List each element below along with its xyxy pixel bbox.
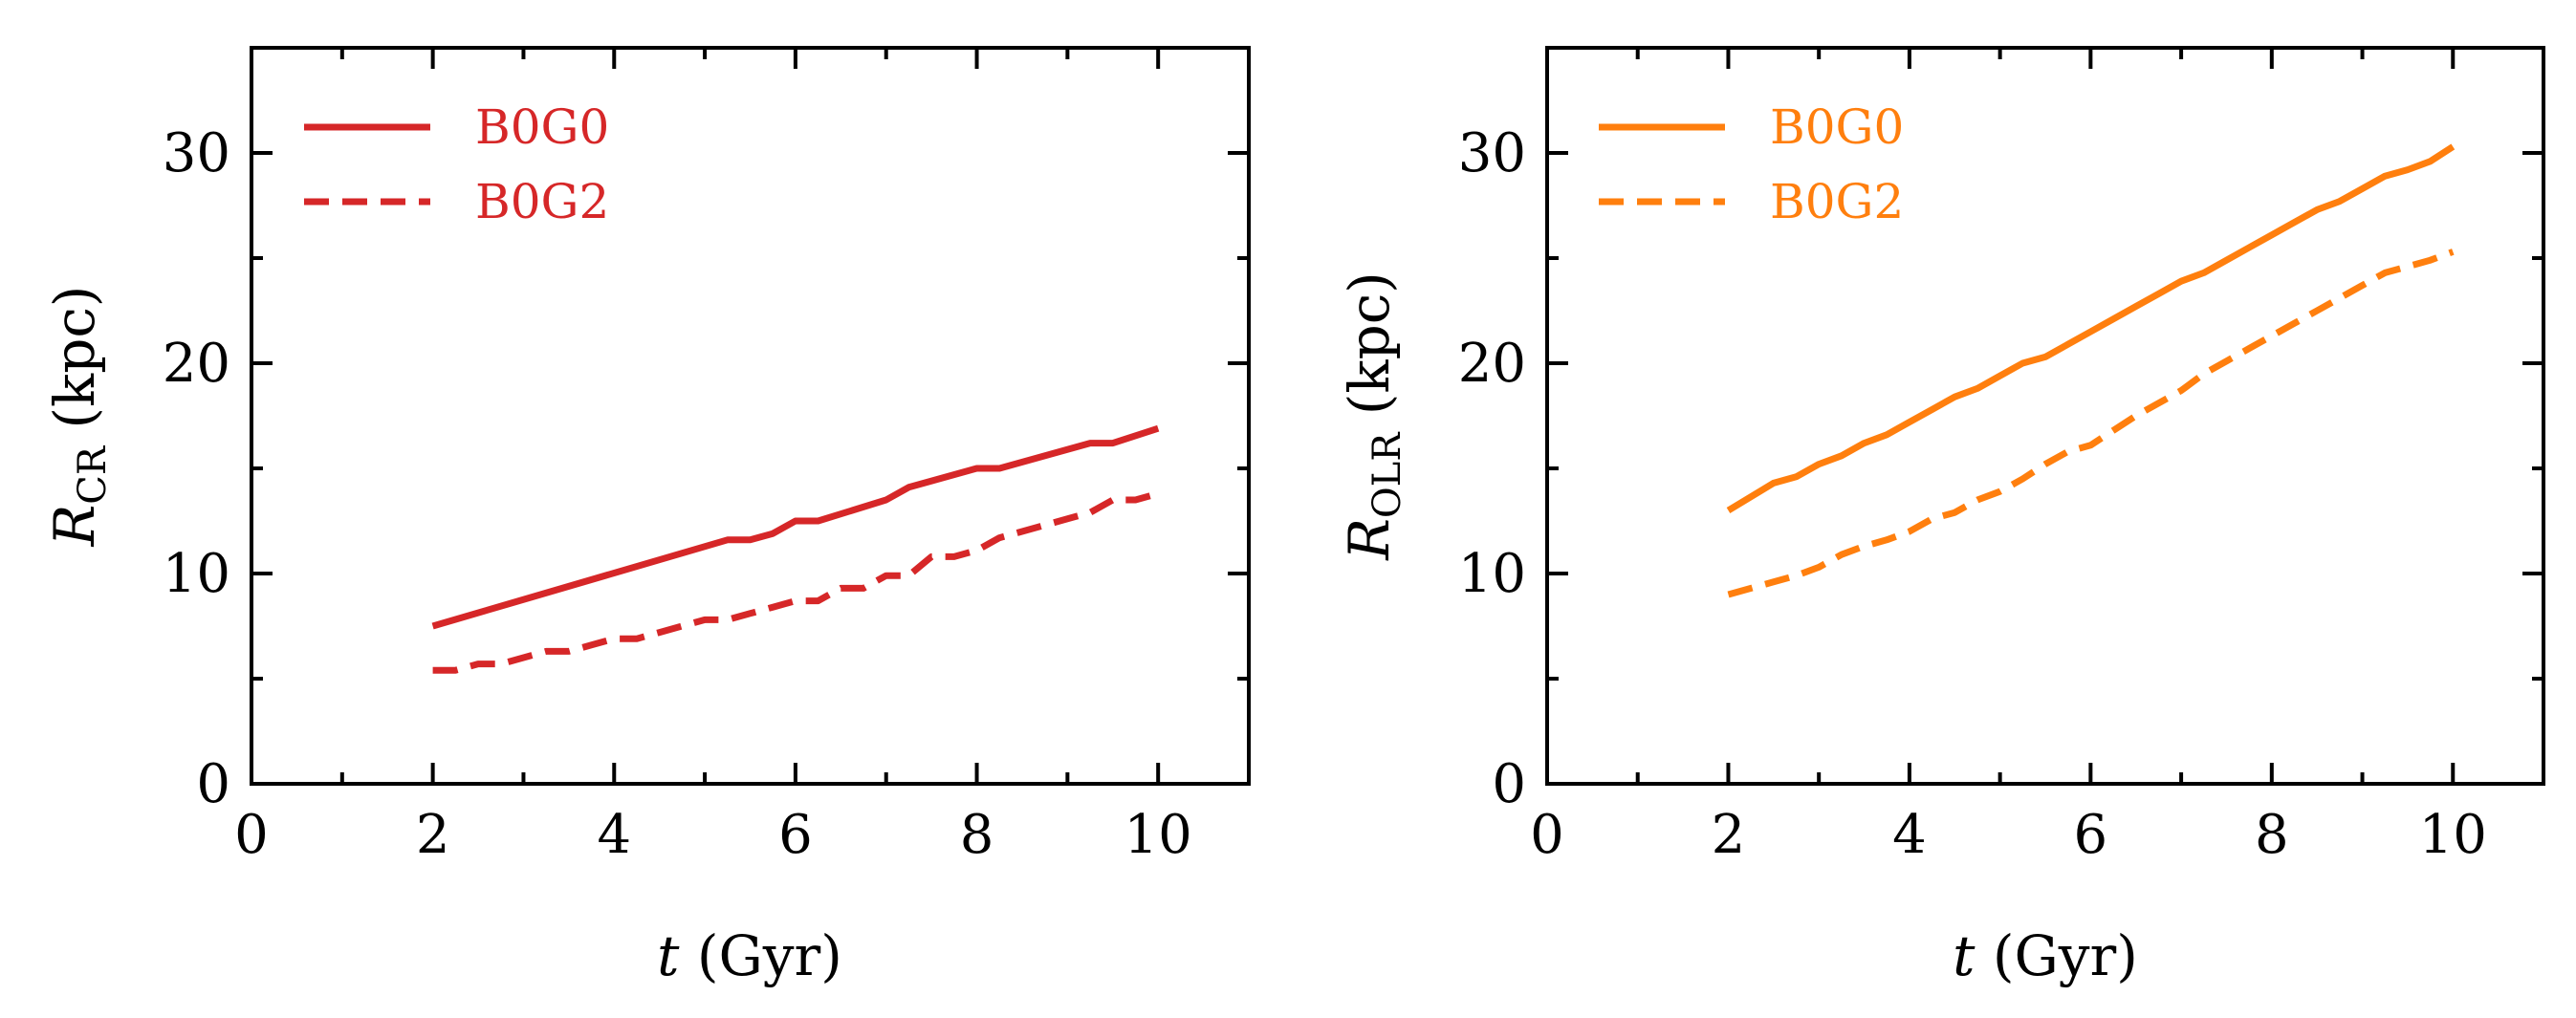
- left-series: [431, 424, 1160, 674]
- left-series-b0g0: [431, 424, 1160, 630]
- left-x-tick-label-2: 2: [416, 804, 450, 866]
- right-y-axis-label-unit: (kpc): [1337, 271, 1402, 432]
- left-series-b0g2: [432, 490, 1160, 674]
- left-y-tick-label-10: 10: [163, 543, 230, 605]
- panel-left: 0 2 4 6 8 10 0 10 20 30 B0G0 B0G2 t (Gyr) RCR (kp…: [42, 46, 1251, 988]
- left-legend: B0G0 B0G2: [304, 99, 609, 229]
- right-tick-labels: 0 2 4 6 8 10 0 10 20 30: [1458, 122, 2487, 866]
- left-y-tick-label-30: 30: [163, 122, 230, 184]
- right-y-tick-label-10: 10: [1458, 543, 1526, 605]
- left-x-axis-label: t (Gyr): [657, 923, 842, 988]
- right-x-tick-label-10: 10: [2419, 804, 2487, 866]
- right-y-axis-label-sub: OLR: [1365, 431, 1409, 518]
- right-legend-label-b0g0: B0G0: [1770, 99, 1904, 155]
- right-series-b0g0: [1726, 143, 2456, 513]
- right-x-tick-label-8: 8: [2255, 804, 2289, 866]
- left-y-axis-label-var: R: [42, 505, 107, 548]
- left-tick-labels: 0 2 4 6 8 10 0 10 20 30: [163, 122, 1192, 866]
- right-ticks: [1545, 46, 2545, 786]
- left-y-axis-label: RCR (kpc): [42, 286, 115, 548]
- left-legend-label-b0g2: B0G2: [475, 174, 609, 229]
- right-series-b0g2: [1727, 249, 2455, 598]
- right-x-tick-label-4: 4: [1892, 804, 1927, 866]
- right-x-tick-label-0: 0: [1530, 804, 1564, 866]
- left-y-axis-label-sub: CR: [71, 444, 115, 505]
- left-x-tick-label-8: 8: [960, 804, 994, 866]
- left-x-axis-label-unit: (Gyr): [679, 923, 842, 988]
- right-series: [1726, 143, 2456, 598]
- right-y-tick-label-30: 30: [1458, 122, 1526, 184]
- right-x-axis-label: t (Gyr): [1953, 923, 2138, 988]
- right-y-tick-label-0: 0: [1492, 753, 1526, 815]
- right-legend: B0G0 B0G2: [1599, 99, 1904, 229]
- left-plot-frame: [250, 46, 1251, 786]
- left-y-tick-label-0: 0: [196, 753, 230, 815]
- left-ticks: [250, 46, 1251, 786]
- right-plot-frame: [1545, 46, 2545, 786]
- right-y-axis-label: ROLR (kpc): [1337, 271, 1409, 561]
- left-x-tick-label-0: 0: [234, 804, 269, 866]
- right-legend-label-b0g2: B0G2: [1770, 174, 1904, 229]
- right-x-axis-label-var: t: [1953, 923, 1976, 988]
- right-x-axis-label-unit: (Gyr): [1975, 923, 2138, 988]
- right-y-tick-label-20: 20: [1458, 333, 1526, 395]
- right-x-tick-label-6: 6: [2074, 804, 2108, 866]
- panel-right: 0 2 4 6 8 10 0 10 20 30 B0G0 B0G2 t (Gyr) ROLR (k…: [1337, 46, 2545, 988]
- right-y-axis-label-var: R: [1337, 518, 1402, 561]
- left-x-tick-label-10: 10: [1124, 804, 1192, 866]
- right-x-tick-label-2: 2: [1712, 804, 1746, 866]
- left-y-tick-label-20: 20: [163, 333, 230, 395]
- left-x-tick-label-4: 4: [597, 804, 631, 866]
- left-y-axis-label-unit: (kpc): [42, 286, 107, 446]
- left-x-axis-label-var: t: [657, 923, 680, 988]
- left-x-tick-label-6: 6: [778, 804, 813, 866]
- left-legend-label-b0g0: B0G0: [475, 99, 609, 155]
